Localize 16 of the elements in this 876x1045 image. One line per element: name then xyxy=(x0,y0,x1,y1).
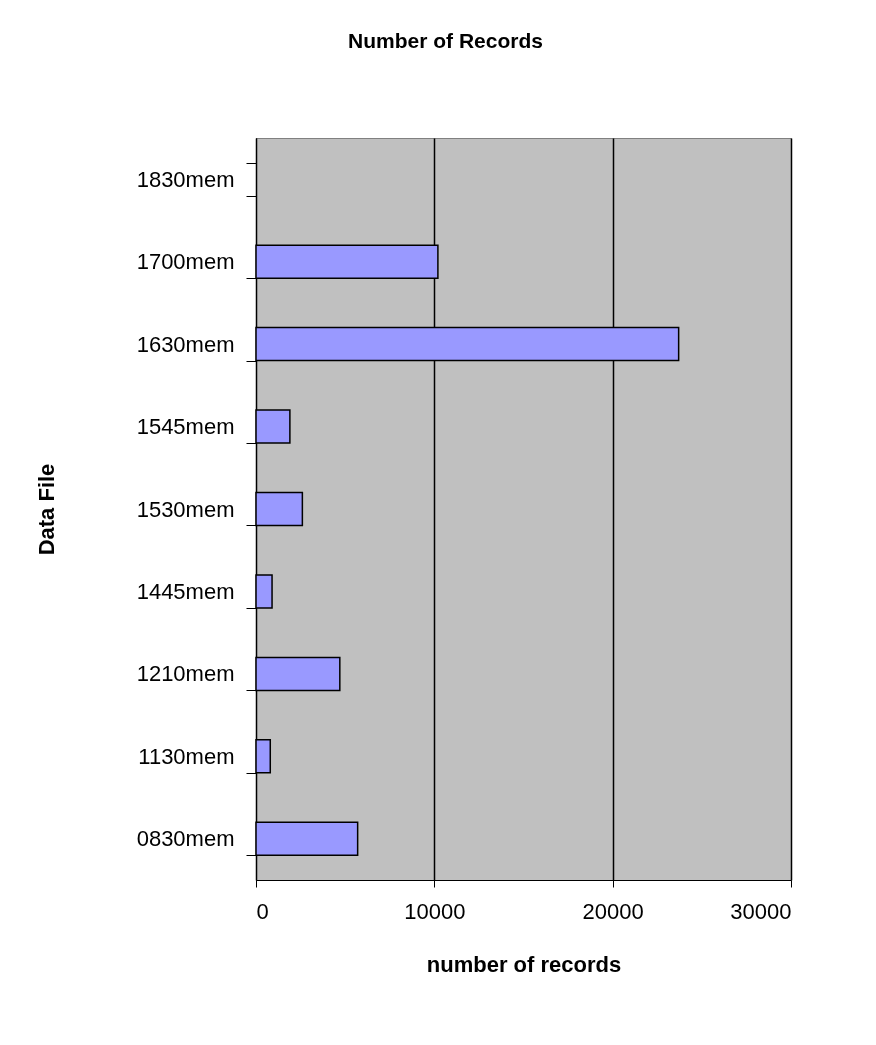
y-axis-title: Data File xyxy=(33,463,59,556)
y-tick-label: 0830mem xyxy=(136,826,235,852)
chart-title: Number of Records xyxy=(348,29,543,52)
y-tick-label: 1700mem xyxy=(136,249,235,275)
x-tick-label: 0 xyxy=(256,898,269,924)
y-tick-label: 1545mem xyxy=(136,414,235,440)
x-tick-label: 10000 xyxy=(404,898,466,924)
y-tick-label: 1630mem xyxy=(136,331,235,357)
x-tick-label: 20000 xyxy=(582,898,644,924)
x-axis-title: number of records xyxy=(426,951,622,977)
y-tick-label: 1830mem xyxy=(136,166,235,192)
y-tick-label: 1530mem xyxy=(136,496,235,522)
y-tick-label: 1210mem xyxy=(136,661,235,687)
y-tick-label: 1130mem xyxy=(138,743,235,769)
y-tick-label: 1445mem xyxy=(136,578,235,604)
x-tick-label: 30000 xyxy=(730,898,792,924)
